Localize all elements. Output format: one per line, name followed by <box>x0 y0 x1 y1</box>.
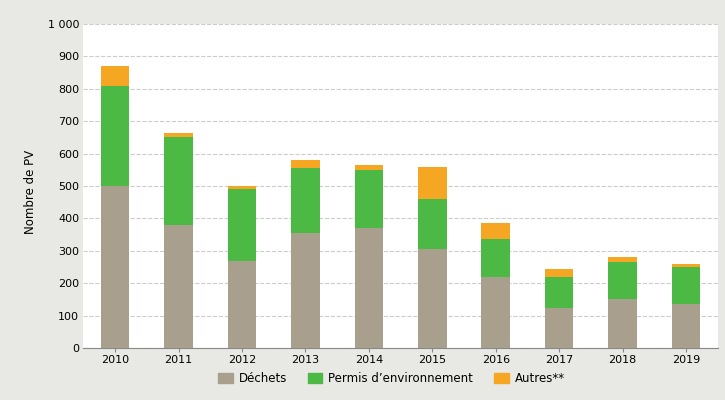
Bar <box>165 225 193 348</box>
Bar <box>545 277 573 308</box>
Bar <box>291 168 320 233</box>
Bar <box>481 277 510 348</box>
Bar <box>355 228 383 348</box>
Bar <box>481 240 510 277</box>
Bar <box>545 269 573 277</box>
Bar <box>418 166 447 199</box>
Bar <box>418 199 447 249</box>
Bar <box>355 170 383 228</box>
Legend: Déchets, Permis d’environnement, Autres**: Déchets, Permis d’environnement, Autres*… <box>214 368 569 390</box>
Bar <box>418 249 447 348</box>
Bar <box>672 264 700 267</box>
Bar <box>101 186 129 348</box>
Text: Nombre de PV: Nombre de PV <box>25 150 37 234</box>
Bar <box>165 137 193 225</box>
Bar <box>228 189 256 260</box>
Bar <box>672 267 700 304</box>
Bar <box>481 223 510 240</box>
Bar <box>228 186 256 189</box>
Bar <box>101 66 129 86</box>
Bar <box>228 260 256 348</box>
Bar <box>355 165 383 170</box>
Bar <box>672 304 700 348</box>
Bar <box>291 233 320 348</box>
Bar <box>291 160 320 168</box>
Bar <box>101 86 129 186</box>
Bar <box>608 262 637 299</box>
Bar <box>545 308 573 348</box>
Bar <box>608 299 637 348</box>
Bar <box>608 257 637 262</box>
Bar <box>165 132 193 137</box>
